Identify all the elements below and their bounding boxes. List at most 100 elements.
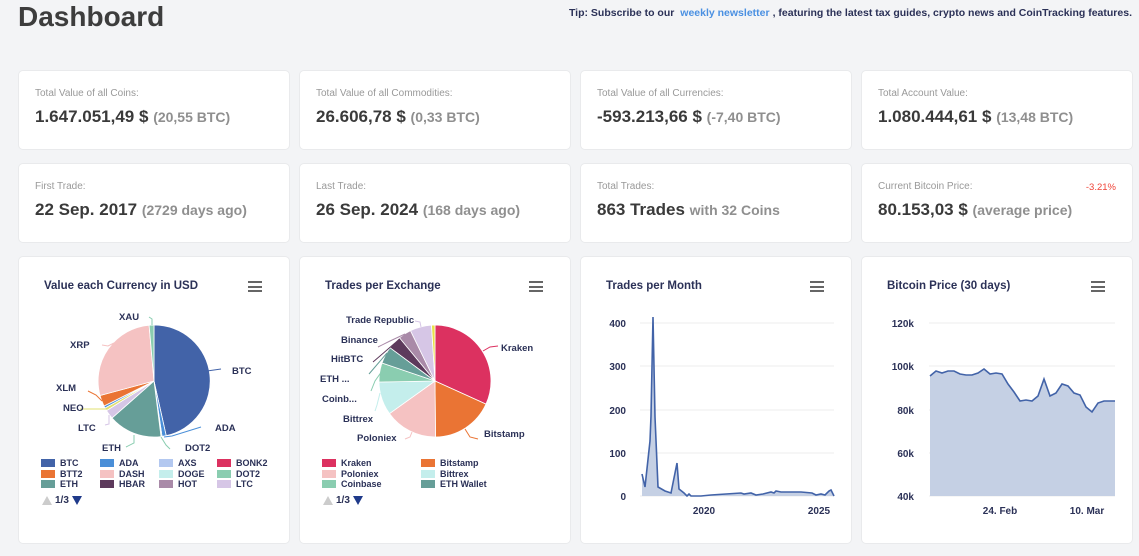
currency-pie-chart[interactable]: XAU BTC ADA DOT2 ETH LTC NEO XLM XRP — [19, 257, 291, 457]
stat-value: 22 Sep. 2017 (2729 days ago) — [35, 200, 247, 219]
slice-label: LTC — [78, 423, 96, 434]
legend-item-poloniex[interactable]: Poloniex — [322, 469, 421, 479]
legend-item-kraken[interactable]: Kraken — [322, 458, 421, 468]
legend-item-eth[interactable]: ETH — [41, 479, 100, 489]
slice-label: BTC — [232, 366, 252, 377]
newsletter-link[interactable]: weekly newsletter — [680, 7, 770, 19]
legend-item-btt2[interactable]: BTT2 — [41, 469, 100, 479]
slice-label: ETH ... — [320, 374, 350, 385]
slice-label: Coinb... — [322, 394, 357, 405]
chart-card-trades-month: Trades per Month 400 300 200 100 0 2020 … — [580, 256, 852, 544]
legend-item-bonk2[interactable]: BONK2 — [217, 458, 268, 468]
slice-label: HitBTC — [331, 354, 363, 365]
stat-value: 26.606,78 $ (0,33 BTC) — [316, 107, 480, 126]
legend-item-coinbase[interactable]: Coinbase — [322, 479, 421, 489]
legend-pager: 1/3 — [323, 495, 363, 506]
chart-card-currency-value: Value each Currency in USD — [18, 256, 290, 544]
stat-card-commodities: Total Value of all Commodities: 26.606,7… — [299, 70, 571, 150]
y-tick: 60k — [897, 449, 914, 460]
y-tick: 200 — [609, 406, 626, 417]
stat-value: 1.080.444,61 $ (13,48 BTC) — [878, 107, 1074, 126]
stat-value: 863 Trades with 32 Coins — [597, 200, 780, 219]
pager-text: 1/3 — [55, 495, 69, 506]
y-tick: 120k — [892, 319, 915, 330]
legend-item-ltc[interactable]: LTC — [217, 479, 253, 489]
slice-label: Kraken — [501, 343, 533, 354]
stat-label: Total Value of all Coins: — [35, 88, 139, 99]
stat-value: -593.213,66 $ (-7,40 BTC) — [597, 107, 781, 126]
slice-label: Trade Republic — [346, 315, 414, 326]
stat-label: Last Trade: — [316, 181, 367, 192]
stat-card-currencies: Total Value of all Currencies: -593.213,… — [580, 70, 852, 150]
x-tick: 2020 — [693, 506, 716, 517]
tip-suffix: , featuring the latest tax guides, crypt… — [772, 7, 1132, 19]
slice-label: Poloniex — [357, 433, 397, 444]
legend-item-axs[interactable]: AXS — [159, 458, 217, 468]
stat-label: Total Account Value: — [878, 88, 968, 99]
chart-legend: BTC ADA AXS BONK2 BTT2 DASH DOGE DOT2 ET… — [41, 458, 268, 490]
stat-label: Total Trades: — [597, 181, 655, 192]
y-tick: 300 — [609, 362, 626, 373]
stat-card-first-trade: First Trade: 22 Sep. 2017 (2729 days ago… — [18, 163, 290, 243]
stat-value: 1.647.051,49 $ (20,55 BTC) — [35, 107, 231, 126]
legend-item-hot[interactable]: HOT — [159, 479, 217, 489]
x-tick: 2025 — [808, 506, 831, 517]
pager-down-arrow-icon[interactable] — [71, 496, 82, 505]
stat-card-bitcoin-price: Current Bitcoin Price: -3.21% 80.153,03 … — [861, 163, 1133, 243]
exchange-pie-chart[interactable]: Trade Republic Binance HitBTC ETH ... Co… — [300, 257, 572, 457]
y-tick: 400 — [609, 319, 626, 330]
legend-item-doge[interactable]: DOGE — [159, 469, 217, 479]
newsletter-tip: Tip: Subscribe to our weekly newsletter,… — [569, 7, 1132, 19]
pager-down-arrow-icon[interactable] — [352, 496, 363, 505]
stat-card-coins: Total Value of all Coins: 1.647.051,49 $… — [18, 70, 290, 150]
hamburger-menu-icon[interactable] — [1091, 281, 1105, 292]
y-tick: 100k — [892, 362, 915, 373]
slice-label: XRP — [70, 340, 90, 351]
hamburger-menu-icon[interactable] — [529, 281, 543, 292]
stat-label: Total Value of all Currencies: — [597, 88, 724, 99]
slice-label: Bitstamp — [484, 429, 525, 440]
legend-item-btc[interactable]: BTC — [41, 458, 100, 468]
pager-up-arrow-icon — [323, 496, 333, 505]
stat-value: 26 Sep. 2024 (168 days ago) — [316, 200, 521, 219]
pager-text: 1/3 — [336, 495, 350, 506]
legend-item-bitstamp[interactable]: Bitstamp — [421, 458, 479, 468]
chart-title: Value each Currency in USD — [44, 280, 199, 292]
stat-label: First Trade: — [35, 181, 86, 192]
trades-month-area-chart[interactable]: 400 300 200 100 0 2020 2025 — [581, 257, 853, 545]
stat-value: 80.153,03 $ (average price) — [878, 200, 1073, 219]
chart-card-bitcoin-price: Bitcoin Price (30 days) 120k 100k 80k 60… — [861, 256, 1133, 544]
slice-label: XAU — [119, 312, 139, 323]
page-title: Dashboard — [18, 1, 165, 32]
legend-pager: 1/3 — [42, 495, 82, 506]
chart-title: Trades per Exchange — [325, 280, 441, 292]
pager-up-arrow-icon — [42, 496, 52, 505]
y-tick: 0 — [620, 492, 626, 503]
stat-card-account-value: Total Account Value: 1.080.444,61 $ (13,… — [861, 70, 1133, 150]
legend-item-dot2[interactable]: DOT2 — [217, 469, 260, 479]
legend-item-dash[interactable]: DASH — [100, 469, 159, 479]
stat-card-last-trade: Last Trade: 26 Sep. 2024 (168 days ago) — [299, 163, 571, 243]
tip-prefix: Tip: Subscribe to our — [568, 7, 675, 19]
slice-label: DOT2 — [185, 443, 210, 454]
chart-legend: Kraken Bitstamp Poloniex Bittrex Coinbas… — [322, 458, 487, 490]
slice-label: Binance — [341, 335, 378, 346]
stat-label: Current Bitcoin Price: — [878, 181, 973, 192]
y-tick: 80k — [897, 406, 914, 417]
slice-label: ETH — [102, 443, 121, 454]
slice-label: XLM — [56, 383, 76, 394]
legend-item-bittrex[interactable]: Bittrex — [421, 469, 469, 479]
chart-card-trades-exchange: Trades per Exchange Trade Republic — [299, 256, 571, 544]
legend-item-ada[interactable]: ADA — [100, 458, 159, 468]
bitcoin-price-area-chart[interactable]: 120k 100k 80k 60k 40k 24. Feb 10. Mar — [862, 257, 1134, 545]
hamburger-menu-icon[interactable] — [810, 281, 824, 292]
x-tick: 10. Mar — [1070, 506, 1105, 517]
hamburger-menu-icon[interactable] — [248, 281, 262, 292]
legend-item-hbar[interactable]: HBAR — [100, 479, 159, 489]
x-tick: 24. Feb — [983, 506, 1017, 517]
legend-item-eth-wallet[interactable]: ETH Wallet — [421, 479, 487, 489]
slice-label: NEO — [63, 403, 84, 414]
stat-label: Total Value of all Commodities: — [316, 88, 453, 99]
price-change-badge: -3.21% — [1085, 182, 1116, 193]
y-tick: 100 — [609, 449, 626, 460]
